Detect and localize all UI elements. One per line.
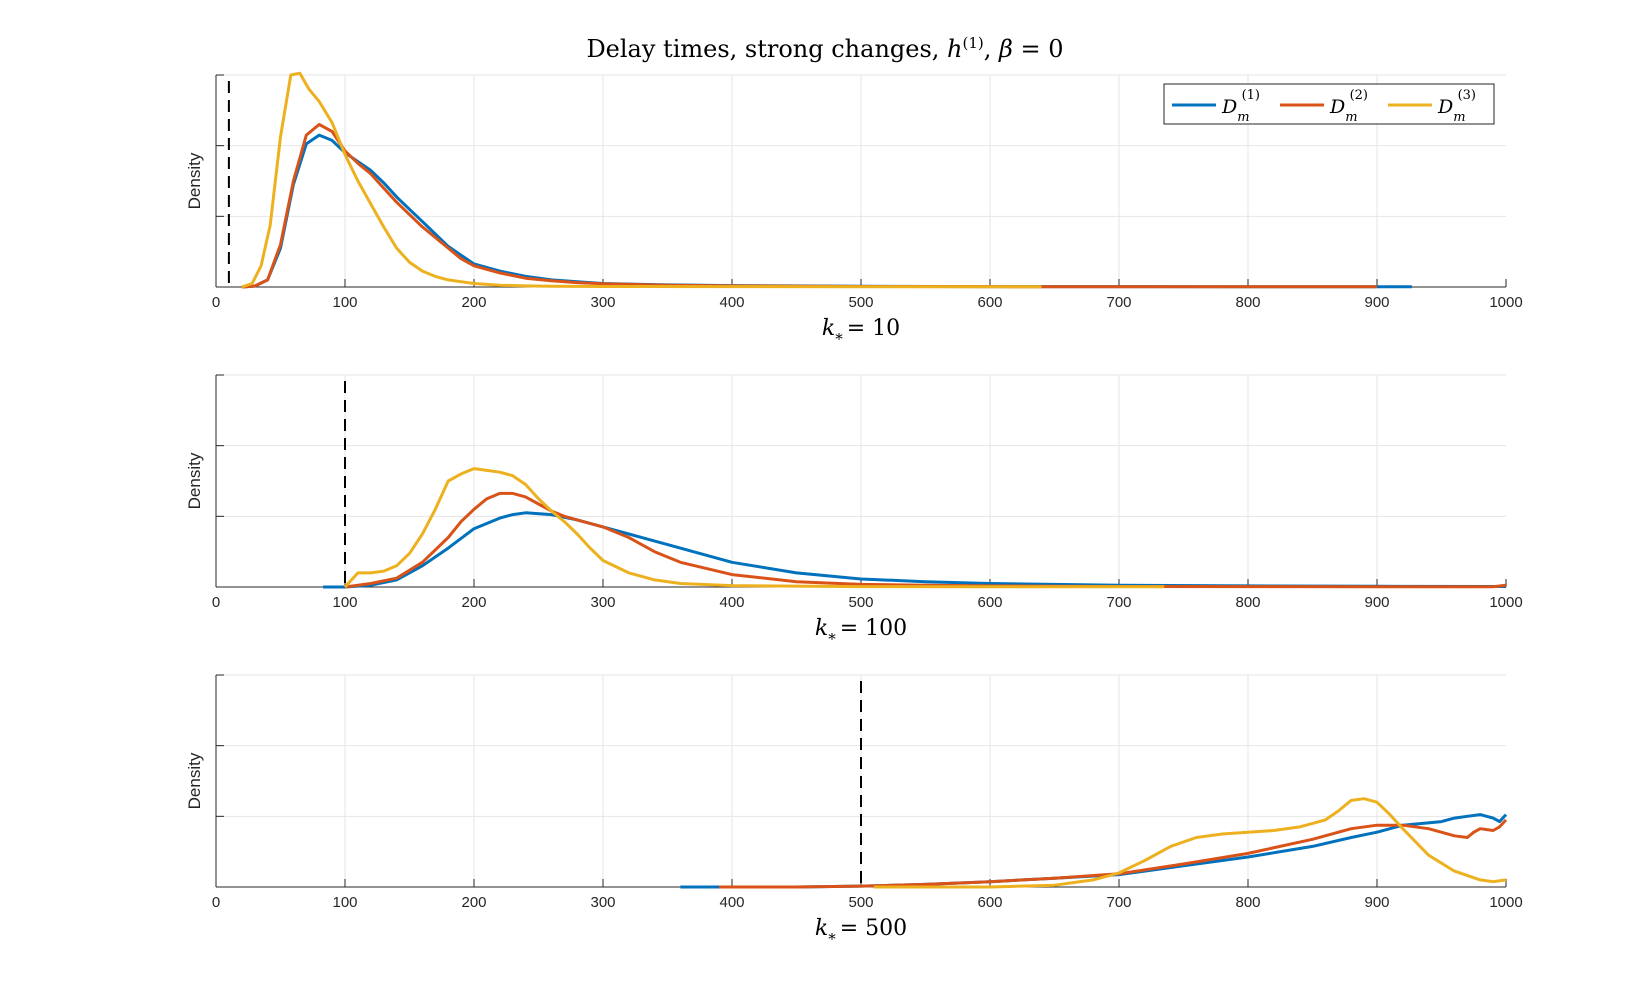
x-tick-label: 400: [719, 294, 744, 311]
legend-label-3: Dm(3): [1437, 88, 1476, 125]
x-axis-label: k* = 500: [815, 916, 907, 948]
series-line-3: [343, 467, 1165, 589]
series-line-2: [719, 818, 1508, 889]
y-axis-label: Density: [185, 752, 204, 809]
chart-panel-3: 0 100 200 300 400 500 600 700 800 900 1000 Density k…: [185, 674, 1523, 948]
x-tick-label: 100: [332, 294, 357, 311]
series-line-1: [241, 133, 1412, 289]
x-tick-label: 500: [848, 894, 873, 911]
x-axis-label: k* = 10: [822, 316, 900, 348]
x-tick-label: 0: [212, 594, 220, 611]
chart-panel-2: 0 100 200 300 400 500 600 700 800 900 1000 Density k…: [185, 374, 1523, 648]
x-tick-label: 800: [1235, 594, 1260, 611]
x-tick-label: 900: [1364, 594, 1389, 611]
x-tick-label: 100: [332, 594, 357, 611]
series-line-3: [873, 797, 1507, 889]
x-tick-label: 500: [848, 294, 873, 311]
x-tick-label: 1000: [1489, 594, 1522, 611]
x-tick-label: 100: [332, 894, 357, 911]
series-line-3: [241, 71, 1042, 289]
x-tick-label: 600: [977, 894, 1002, 911]
x-tick-label: 300: [590, 294, 615, 311]
x-tick-label: 600: [977, 294, 1002, 311]
x-tick-label: 600: [977, 594, 1002, 611]
x-tick-label: 1000: [1489, 894, 1522, 911]
x-tick-label: 500: [848, 594, 873, 611]
legend: Dm(1) Dm(2) Dm(3): [1163, 83, 1495, 125]
x-tick-label: 800: [1235, 894, 1260, 911]
x-axis-label: k* = 100: [815, 616, 907, 648]
x-tick-label: 200: [461, 294, 486, 311]
series-line-2: [344, 491, 1507, 589]
y-axis-label: Density: [185, 452, 204, 509]
x-tick-label: 400: [719, 594, 744, 611]
x-tick-label: 300: [590, 594, 615, 611]
x-tick-label: 0: [212, 894, 220, 911]
x-tick-label: 0: [212, 294, 220, 311]
x-tick-label: 900: [1364, 894, 1389, 911]
x-tick-label: 300: [590, 894, 615, 911]
series-line-1: [323, 511, 1507, 589]
legend-label-2: Dm(2): [1329, 88, 1368, 125]
x-tick-label: 700: [1106, 894, 1131, 911]
x-tick-label: 800: [1235, 294, 1260, 311]
x-tick-label: 200: [461, 594, 486, 611]
legend-label-1: Dm(1): [1221, 88, 1260, 125]
chart-panel-1: 0 100 200 300 400 500 600 700 800 900 1000 Density k…: [185, 71, 1523, 348]
x-tick-label: 200: [461, 894, 486, 911]
figure-title: Delay times, strong changes, h(1), β = 0: [586, 34, 1063, 63]
x-tick-label: 700: [1106, 594, 1131, 611]
x-tick-label: 400: [719, 894, 744, 911]
legend-box: [1163, 83, 1495, 125]
y-axis-label: Density: [185, 152, 204, 209]
x-tick-label: 1000: [1489, 294, 1522, 311]
x-tick-label: 700: [1106, 294, 1131, 311]
x-tick-label: 900: [1364, 294, 1389, 311]
